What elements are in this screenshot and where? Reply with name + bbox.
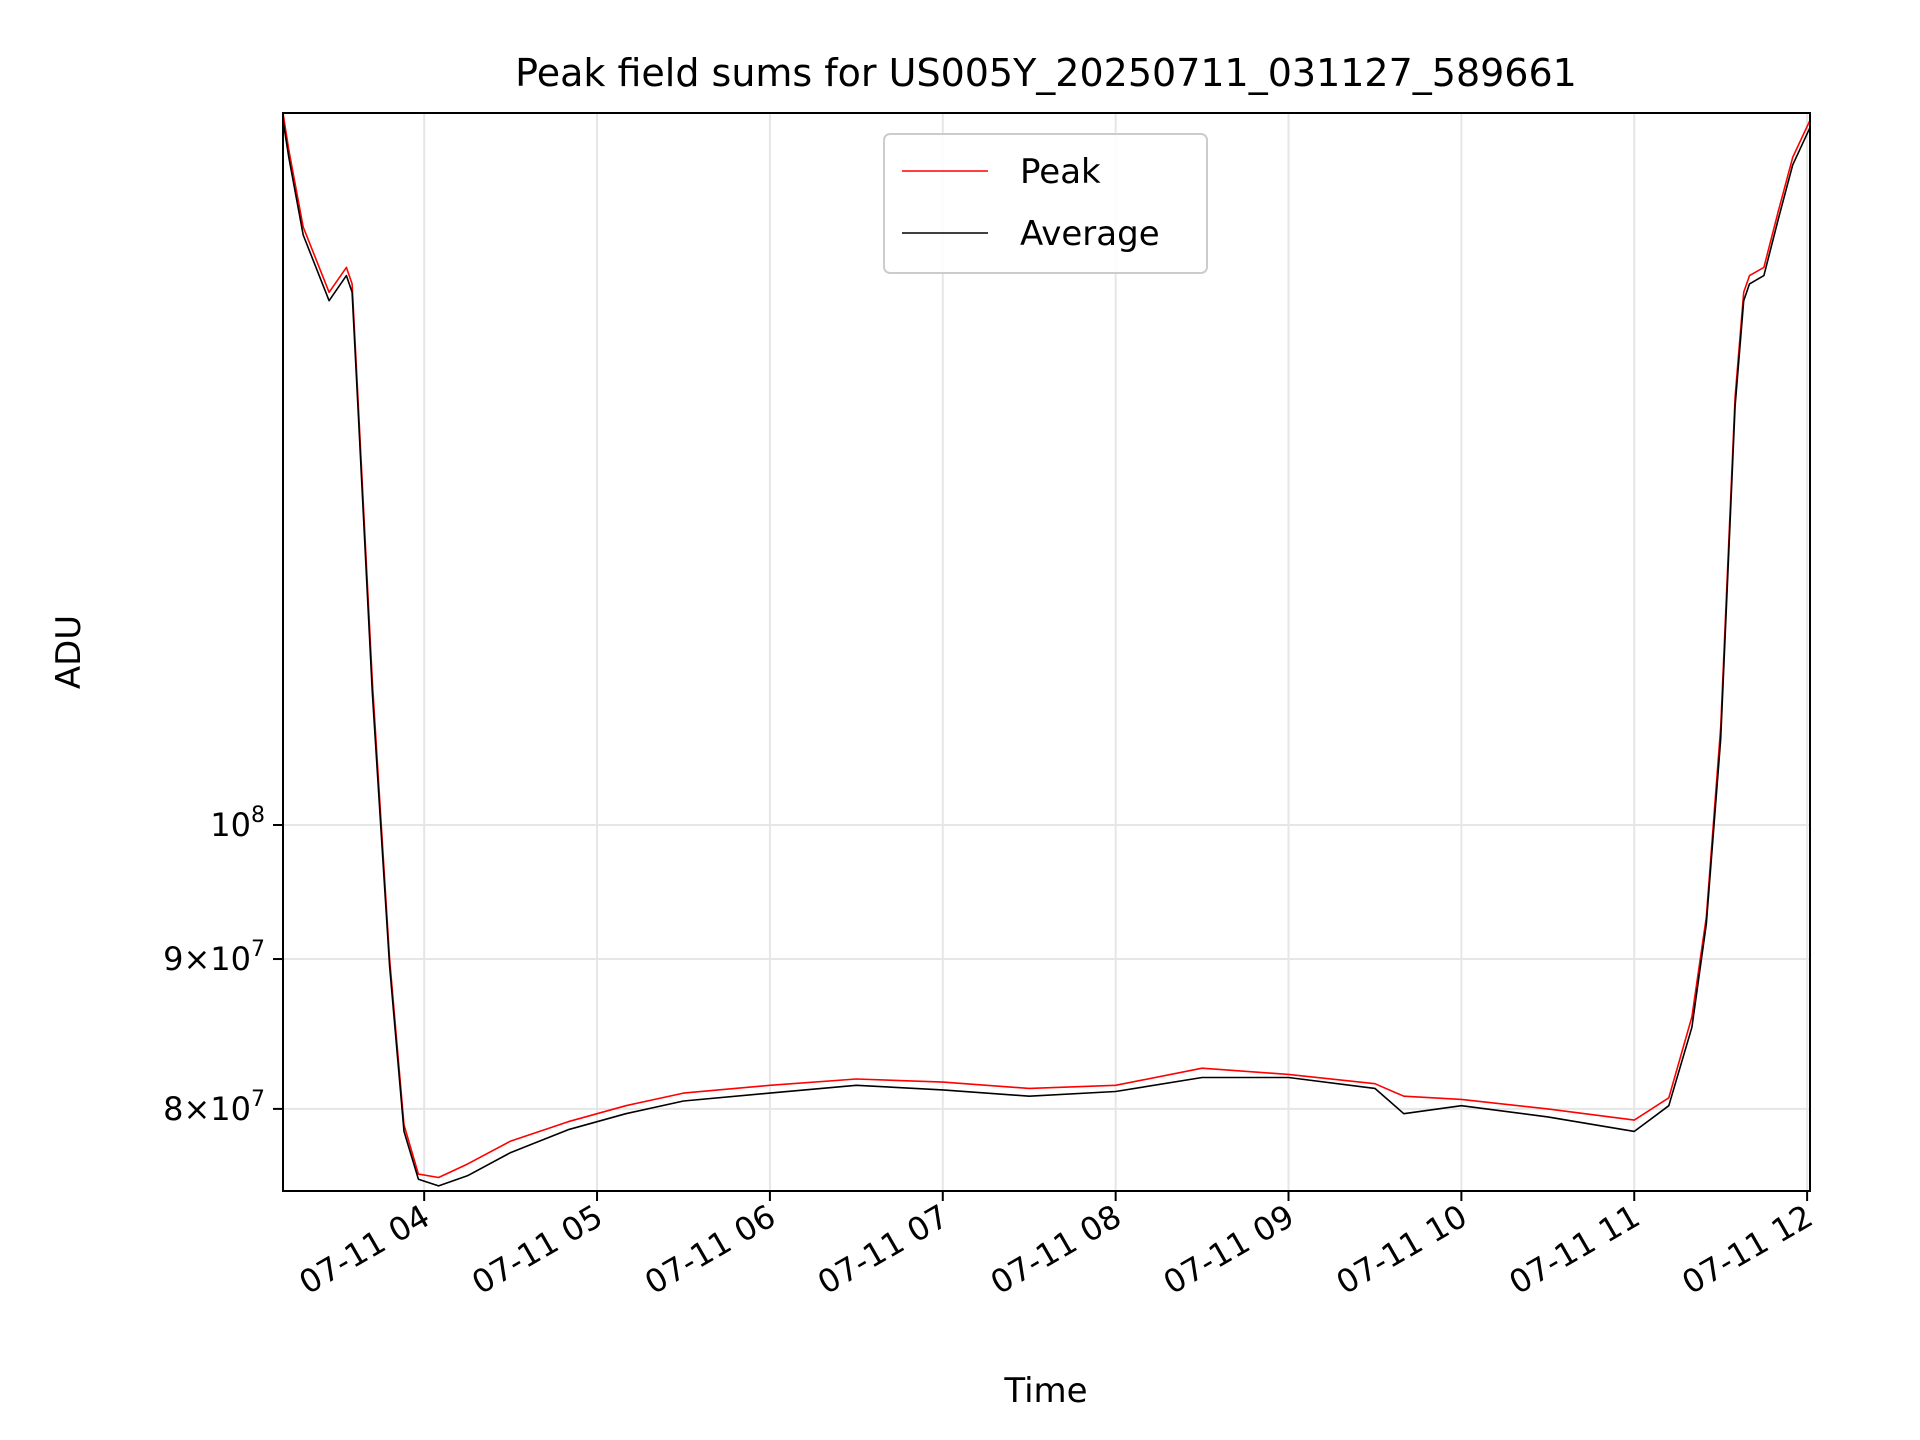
- y-tick-label: 9×107: [163, 937, 265, 978]
- series-layer: [282, 112, 1811, 1187]
- x-tick-label: 07-11 10: [1330, 1197, 1474, 1302]
- legend-label-peak: Peak: [1020, 152, 1101, 192]
- y-axis-ticks: 8×107 9×107 108: [163, 803, 283, 1128]
- chart-title: Peak field sums for US005Y_20250711_0311…: [515, 51, 1577, 95]
- y-tick-label: 108: [210, 803, 265, 844]
- x-tick-label: 07-11 07: [811, 1197, 955, 1302]
- legend-label-average: Average: [1020, 214, 1160, 254]
- grid-lines: [283, 113, 1810, 1191]
- x-tick-label: 07-11 12: [1676, 1197, 1820, 1302]
- x-axis-label: Time: [1003, 1371, 1087, 1411]
- x-tick-label: 07-11 11: [1503, 1197, 1647, 1302]
- legend-box: [883, 133, 1208, 274]
- series-line-average: [282, 120, 1811, 1187]
- x-tick-label: 07-11 09: [1157, 1197, 1301, 1302]
- x-axis-ticks: 07-11 04 07-11 05 07-11 06 07-11 07 07-11 08…: [293, 1191, 1820, 1302]
- legend: Peak Average: [883, 133, 1208, 274]
- x-tick-label: 07-11 06: [638, 1197, 782, 1302]
- y-tick-label: 8×107: [163, 1087, 265, 1128]
- y-axis-label: ADU: [49, 615, 89, 689]
- x-tick-label: 07-11 05: [465, 1197, 609, 1302]
- plot-frame: [282, 112, 1811, 1192]
- x-tick-label: 07-11 08: [984, 1197, 1128, 1302]
- x-tick-label: 07-11 04: [293, 1197, 437, 1302]
